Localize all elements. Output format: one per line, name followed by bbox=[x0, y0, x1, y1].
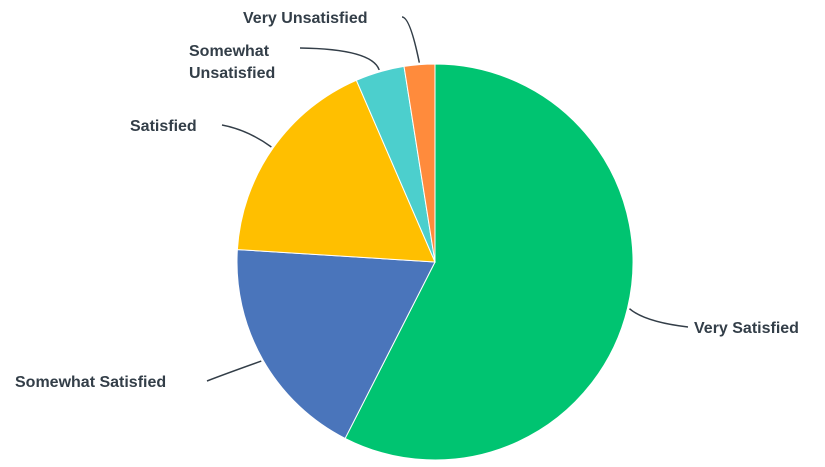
slice-label-somewhat-unsatisfied: Somewhat Unsatisfied bbox=[189, 43, 275, 82]
leader-line-very-satisfied bbox=[628, 308, 689, 328]
pie-labels: Very Satisfied Somewhat Satisfied Satisfie… bbox=[15, 10, 799, 391]
pie-slice-satisfied bbox=[236, 79, 436, 263]
slice-label-very-unsatisfied: Very Unsatisfied bbox=[243, 10, 368, 27]
leader-line-very-unsatisfied bbox=[401, 16, 421, 63]
pie-slices bbox=[236, 63, 634, 461]
leader-line-somewhat-satisfied bbox=[206, 360, 262, 382]
slice-label-very-satisfied: Very Satisfied bbox=[694, 320, 799, 337]
pie-leader-lines bbox=[206, 16, 689, 382]
leader-line-somewhat-unsatisfied bbox=[299, 47, 380, 71]
leader-line-satisfied bbox=[221, 124, 272, 148]
slice-label-satisfied: Satisfied bbox=[130, 118, 197, 135]
pie-slice-somewhat-satisfied bbox=[236, 249, 436, 440]
pie-slice-very-satisfied bbox=[344, 63, 634, 461]
pie-slice-very-unsatisfied bbox=[403, 63, 436, 263]
slice-label-somewhat-satisfied: Somewhat Satisfied bbox=[15, 374, 166, 391]
